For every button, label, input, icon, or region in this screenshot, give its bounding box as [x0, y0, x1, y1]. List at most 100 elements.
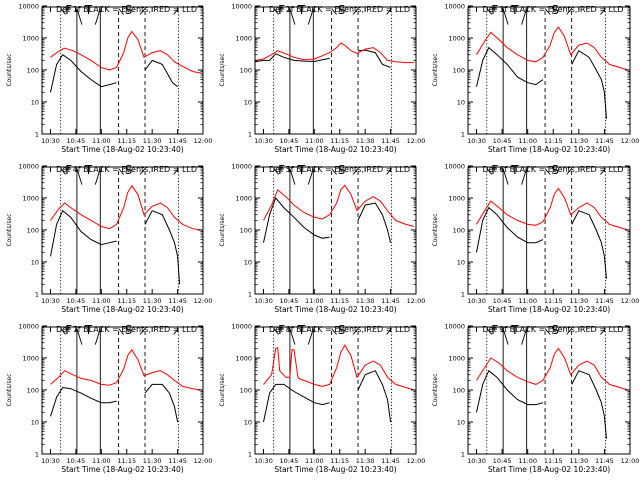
marker-label-F: F [65, 163, 72, 177]
x-tick-label: 11:00 [518, 297, 537, 305]
x-tick-label: 11:00 [305, 297, 324, 305]
x-tick-label: 11:15 [330, 457, 349, 465]
marker-F-hook [486, 328, 493, 335]
marker-T-hook [502, 168, 509, 185]
marker-T-hook [94, 168, 101, 185]
x-tick-label: 10:45 [280, 137, 299, 145]
x-tick-label: 11:45 [168, 457, 187, 465]
marker-label-T: T [297, 323, 306, 337]
x-tick-label: 11:30 [569, 457, 588, 465]
plot-det-5: Det 5f BLACK = Events, RED = LLDFTS11010… [219, 163, 425, 315]
lld-line-1 [476, 26, 629, 71]
x-tick-label: 11:30 [356, 297, 375, 305]
y-tick-label: 1000 [448, 195, 465, 203]
marker-S-hook [118, 168, 124, 175]
x-tick-label: 11:45 [595, 297, 614, 305]
y-tick-label: 10000 [18, 3, 39, 11]
y-axis-label: Counts/sec [432, 53, 439, 86]
marker-label-T: T [84, 163, 93, 177]
x-tick-label: 12:00 [194, 457, 213, 465]
x-tick-label: 10:30 [41, 297, 60, 305]
lld-line-1 [263, 344, 415, 391]
y-tick-label: 1 [461, 451, 465, 459]
events-line-1 [476, 369, 544, 413]
y-tick-label: 10000 [444, 163, 465, 171]
plot-det-1: Det 1f BLACK = Events, RED = LLDFTS11010… [6, 3, 212, 155]
plot-det-6: Det 6f BLACK = Events, RED = LLDFTS11010… [432, 163, 639, 315]
x-tick-label: 11:15 [544, 137, 563, 145]
x-tick-label: 11:00 [518, 457, 537, 465]
y-tick-label: 10 [244, 99, 252, 107]
x-tick-label: 11:15 [117, 457, 136, 465]
y-tick-label: 1000 [22, 35, 39, 43]
marker-label-F: F [491, 3, 498, 17]
events-line-1 [263, 383, 330, 423]
x-tick-label: 10:45 [493, 297, 512, 305]
x-tick-label: 12:00 [621, 457, 640, 465]
events-line-2 [571, 49, 607, 119]
y-tick-label: 1000 [235, 355, 252, 363]
x-tick-label: 11:00 [518, 137, 537, 145]
marker-label-T: T [84, 323, 93, 337]
lld-line-1 [50, 184, 202, 231]
y-tick-label: 100 [27, 387, 39, 395]
x-tick-label: 10:30 [41, 457, 60, 465]
marker-T-hook [94, 328, 101, 345]
marker-S-hook [118, 328, 124, 335]
x-tick-label: 12:00 [407, 457, 426, 465]
marker-T-hook [94, 8, 101, 25]
marker-F-hook [273, 8, 279, 15]
y-axis-label: Counts/sec [432, 213, 439, 246]
y-axis-label: Counts/sec [219, 53, 226, 86]
x-tick-label: 10:30 [467, 137, 486, 145]
marker-F-hook [60, 8, 66, 15]
marker-F-hook [60, 328, 66, 335]
marker-label-S: S [551, 163, 559, 177]
y-tick-label: 10000 [444, 3, 465, 11]
x-tick-label: 11:30 [143, 457, 162, 465]
marker-S-hook [331, 168, 337, 175]
events-line-2 [571, 210, 607, 279]
y-tick-label: 100 [27, 227, 39, 235]
marker-label-S: S [551, 323, 559, 337]
y-tick-label: 1000 [22, 355, 39, 363]
y-tick-label: 10000 [231, 323, 252, 331]
events-line-1 [263, 197, 330, 243]
events-line-2 [144, 210, 181, 285]
plot-det-3: Det 3f BLACK = Events, RED = LLDFTS11010… [432, 3, 639, 155]
marker-S-hook [139, 168, 146, 175]
marker-label-F: F [65, 3, 72, 17]
marker-label-T: T [510, 323, 519, 337]
marker-T-hook [307, 328, 314, 345]
x-tick-label: 12:00 [407, 297, 426, 305]
marker-label-S: S [551, 3, 559, 17]
marker-label-F: F [491, 163, 498, 177]
x-tick-label: 11:45 [595, 457, 614, 465]
events-line-2 [144, 59, 178, 88]
x-tick-label: 11:15 [117, 137, 136, 145]
x-tick-label: 10:45 [280, 457, 299, 465]
marker-S-hook [566, 168, 573, 175]
x-tick-label: 11:00 [92, 457, 111, 465]
marker-label-F: F [65, 323, 72, 337]
marker-S-hook [544, 8, 551, 15]
marker-S-hook [352, 8, 359, 15]
y-tick-label: 10 [457, 419, 465, 427]
plot-frame [254, 166, 417, 295]
x-axis-label: Start Time (18-Aug-02 10:23:40) [61, 305, 183, 314]
marker-T-hook [76, 328, 83, 345]
x-tick-label: 12:00 [621, 297, 640, 305]
y-tick-label: 10 [244, 419, 252, 427]
marker-T-hook [289, 8, 296, 25]
plot-frame [254, 326, 417, 455]
y-tick-label: 1 [248, 451, 252, 459]
x-tick-label: 11:30 [356, 457, 375, 465]
x-tick-label: 10:45 [67, 457, 86, 465]
x-tick-label: 11:00 [92, 297, 111, 305]
events-line-2 [571, 370, 607, 439]
y-tick-label: 1 [35, 291, 39, 299]
x-tick-label: 12:00 [194, 297, 213, 305]
marker-T-hook [502, 328, 509, 345]
y-tick-label: 10 [31, 99, 39, 107]
x-tick-label: 11:00 [92, 137, 111, 145]
